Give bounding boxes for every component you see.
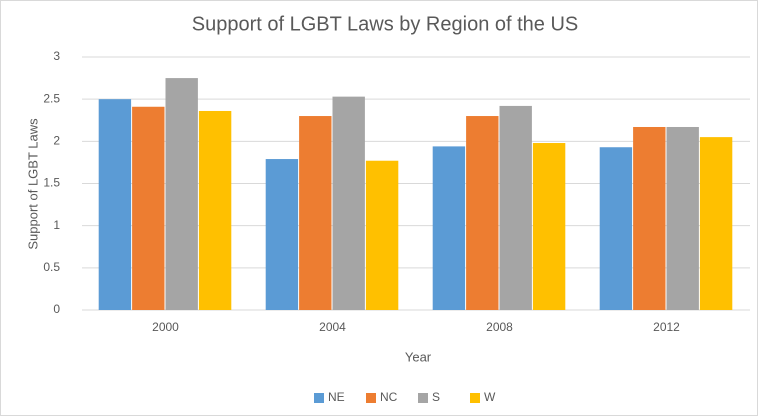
bar (365, 160, 399, 310)
x-tick-label: 2004 (319, 320, 346, 334)
y-tick-label: 1 (53, 218, 60, 232)
x-tick-label: 2012 (653, 320, 680, 334)
x-tick-label: 2008 (486, 320, 513, 334)
x-tick-label: 2000 (152, 320, 179, 334)
bar (332, 96, 365, 311)
y-tick-label: 1.5 (43, 176, 60, 190)
bar (499, 105, 532, 310)
legend-swatch (418, 393, 428, 403)
bar (299, 116, 332, 311)
bar (165, 78, 198, 310)
legend-label: S (432, 390, 440, 404)
y-axis-title: Support of LGBT Laws (25, 118, 40, 250)
y-tick-label: 0.5 (43, 260, 60, 274)
y-tick-label: 0 (53, 302, 60, 316)
bar (666, 126, 699, 310)
y-tick-label: 2 (53, 134, 60, 148)
legend-swatch (470, 393, 480, 403)
bar (432, 146, 466, 310)
legend-label: NC (380, 390, 398, 404)
bar (265, 159, 299, 310)
chart-title: Support of LGBT Laws by Region of the US (192, 13, 579, 35)
bar (633, 126, 666, 310)
legend-label: W (484, 390, 496, 404)
bar (466, 116, 499, 311)
legend-swatch (314, 393, 324, 403)
x-axis-title: Year (405, 349, 432, 364)
y-tick-label: 2.5 (43, 91, 60, 105)
bar (699, 137, 733, 310)
bar (132, 106, 165, 310)
legend-swatch (366, 393, 376, 403)
bar (599, 147, 633, 310)
bar (98, 99, 132, 311)
bar (198, 110, 232, 311)
bar (532, 143, 566, 310)
legend-label: NE (328, 390, 345, 404)
y-tick-label: 3 (53, 49, 60, 63)
